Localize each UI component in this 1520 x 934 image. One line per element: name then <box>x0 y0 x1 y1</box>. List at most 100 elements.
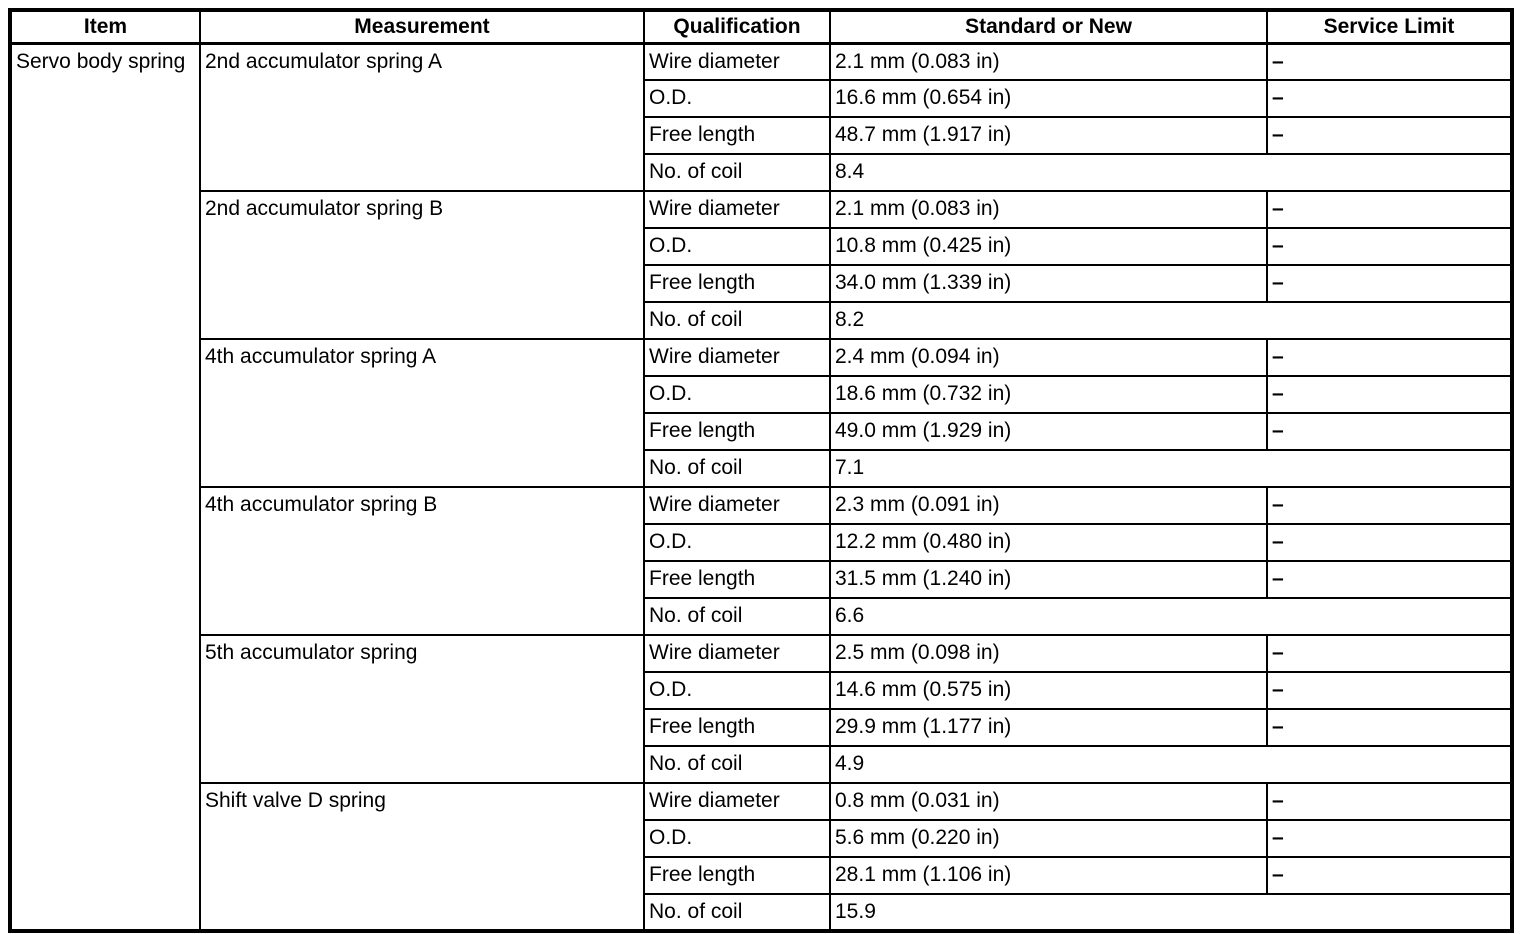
header-item: Item <box>9 9 201 45</box>
table-row: Free length 29.9 mm (1.177 in) – <box>10 708 1513 747</box>
table-row: Free length 31.5 mm (1.240 in) – <box>10 560 1513 599</box>
header-standard-or-new: Standard or New <box>829 9 1268 45</box>
qualification-cell: O.D. <box>643 523 831 562</box>
service-limit-cell: – <box>1266 634 1513 673</box>
qualification-cell: O.D. <box>643 819 831 858</box>
qualification-cell: Wire diameter <box>643 782 831 821</box>
standard-cell: 48.7 mm (1.917 in) <box>829 116 1268 155</box>
measurement-cell: Shift valve D spring <box>199 782 645 932</box>
standard-cell: 49.0 mm (1.929 in) <box>829 412 1268 451</box>
standard-cell: 15.9 <box>829 893 1513 932</box>
qualification-cell: Free length <box>643 116 831 155</box>
service-limit-cell: – <box>1266 227 1513 266</box>
table-row: O.D. 14.6 mm (0.575 in) – <box>10 671 1513 710</box>
service-limit-cell: – <box>1266 42 1513 81</box>
standard-cell: 29.9 mm (1.177 in) <box>829 708 1268 747</box>
standard-cell: 10.8 mm (0.425 in) <box>829 227 1268 266</box>
item-cell: Servo body spring <box>9 42 201 932</box>
qualification-cell: Wire diameter <box>643 338 831 377</box>
table-row: Servo body spring 2nd accumulator spring… <box>9 42 1513 932</box>
qualification-cell: No. of coil <box>643 893 831 932</box>
table-row: No. of coil 15.9 <box>10 893 1513 932</box>
header-service-limit: Service Limit <box>1266 9 1513 45</box>
service-limit-cell: – <box>1266 79 1513 118</box>
table-row: Shift valve D spring Wire diameter 0.8 m… <box>10 782 1513 932</box>
qualification-cell: Free length <box>643 412 831 451</box>
qualification-cell: No. of coil <box>643 153 831 192</box>
spec-table: Item Measurement Qualification Standard … <box>8 8 1514 933</box>
table-row: No. of coil 8.4 <box>10 153 1513 192</box>
service-limit-cell: – <box>1266 375 1513 414</box>
standard-cell: 5.6 mm (0.220 in) <box>829 819 1268 858</box>
measurement-cell: 2nd accumulator spring A <box>199 42 645 192</box>
qualification-cell: O.D. <box>643 671 831 710</box>
qualification-cell: No. of coil <box>643 597 831 636</box>
standard-cell: 6.6 <box>829 597 1513 636</box>
table-row: O.D. 5.6 mm (0.220 in) – <box>10 819 1513 858</box>
qualification-cell: No. of coil <box>643 301 831 340</box>
table-row: Free length 49.0 mm (1.929 in) – <box>10 412 1513 451</box>
service-limit-cell: – <box>1266 412 1513 451</box>
qualification-cell: O.D. <box>643 227 831 266</box>
standard-cell: 8.4 <box>829 153 1513 192</box>
table-row: No. of coil 8.2 <box>10 301 1513 340</box>
service-limit-cell: – <box>1266 486 1513 525</box>
standard-cell: 2.1 mm (0.083 in) <box>829 42 1268 81</box>
table-row: No. of coil 7.1 <box>10 449 1513 488</box>
standard-cell: 18.6 mm (0.732 in) <box>829 375 1268 414</box>
header-qualification: Qualification <box>643 9 831 45</box>
standard-cell: 2.4 mm (0.094 in) <box>829 338 1268 377</box>
standard-cell: 28.1 mm (1.106 in) <box>829 856 1268 895</box>
table-row: 4th accumulator spring A Wire diameter 2… <box>10 338 1513 488</box>
service-limit-cell: – <box>1266 116 1513 155</box>
table-row: Free length 48.7 mm (1.917 in) – <box>10 116 1513 155</box>
header-row: Item Measurement Qualification Standard … <box>9 9 1513 45</box>
service-limit-cell: – <box>1266 671 1513 710</box>
table-row: Free length 34.0 mm (1.339 in) – <box>10 264 1513 303</box>
measurement-cell: 4th accumulator spring A <box>199 338 645 488</box>
standard-cell: 8.2 <box>829 301 1513 340</box>
standard-cell: 2.5 mm (0.098 in) <box>829 634 1268 673</box>
table-row: No. of coil 4.9 <box>10 745 1513 784</box>
standard-cell: 31.5 mm (1.240 in) <box>829 560 1268 599</box>
table-row: O.D. 18.6 mm (0.732 in) – <box>10 375 1513 414</box>
standard-cell: 12.2 mm (0.480 in) <box>829 523 1268 562</box>
service-limit-cell: – <box>1266 782 1513 821</box>
standard-cell: 16.6 mm (0.654 in) <box>829 79 1268 118</box>
table-row: O.D. 12.2 mm (0.480 in) – <box>10 523 1513 562</box>
table-row: O.D. 16.6 mm (0.654 in) – <box>10 79 1513 118</box>
standard-cell: 14.6 mm (0.575 in) <box>829 671 1268 710</box>
service-limit-cell: – <box>1266 338 1513 377</box>
service-limit-cell: – <box>1266 523 1513 562</box>
table-row: 2nd accumulator spring B Wire diameter 2… <box>10 190 1513 340</box>
service-limit-cell: – <box>1266 264 1513 303</box>
table-row: 4th accumulator spring B Wire diameter 2… <box>10 486 1513 636</box>
header-measurement: Measurement <box>199 9 645 45</box>
qualification-cell: Free length <box>643 856 831 895</box>
qualification-cell: Wire diameter <box>643 486 831 525</box>
measurement-cell: 2nd accumulator spring B <box>199 190 645 340</box>
service-limit-cell: – <box>1266 819 1513 858</box>
service-limit-cell: – <box>1266 856 1513 895</box>
table-row: Free length 28.1 mm (1.106 in) – <box>10 856 1513 895</box>
measurement-cell: 4th accumulator spring B <box>199 486 645 636</box>
qualification-cell: Free length <box>643 560 831 599</box>
qualification-cell: Wire diameter <box>643 190 831 229</box>
standard-cell: 2.3 mm (0.091 in) <box>829 486 1268 525</box>
service-limit-cell: – <box>1266 560 1513 599</box>
service-limit-cell: – <box>1266 190 1513 229</box>
standard-cell: 0.8 mm (0.031 in) <box>829 782 1268 821</box>
standard-cell: 7.1 <box>829 449 1513 488</box>
table-row: O.D. 10.8 mm (0.425 in) – <box>10 227 1513 266</box>
qualification-cell: O.D. <box>643 79 831 118</box>
measurement-cell: 5th accumulator spring <box>199 634 645 784</box>
standard-cell: 2.1 mm (0.083 in) <box>829 190 1268 229</box>
qualification-cell: Free length <box>643 264 831 303</box>
qualification-cell: Wire diameter <box>643 634 831 673</box>
standard-cell: 4.9 <box>829 745 1513 784</box>
table-row: 5th accumulator spring Wire diameter 2.5… <box>10 634 1513 784</box>
qualification-cell: O.D. <box>643 375 831 414</box>
qualification-cell: No. of coil <box>643 449 831 488</box>
service-limit-cell: – <box>1266 708 1513 747</box>
